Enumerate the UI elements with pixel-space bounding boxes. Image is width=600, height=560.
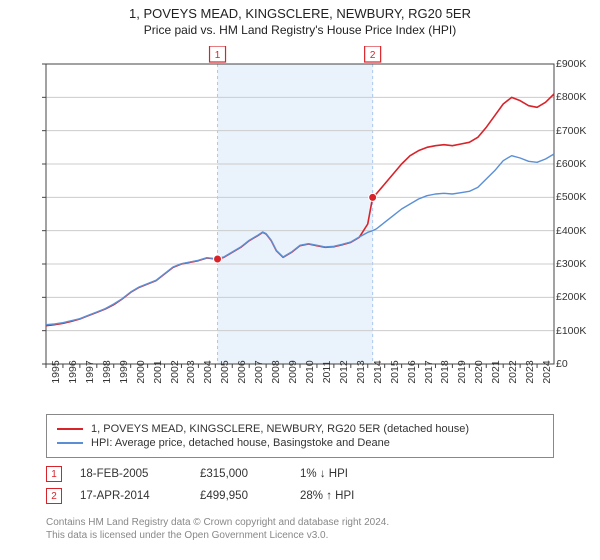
y-tick-label: £400K: [556, 225, 596, 237]
sale-marker-box: 1: [46, 466, 62, 482]
y-tick-label: £0: [556, 358, 596, 370]
sales-table: 1 18-FEB-2005£315,0001% ↓ HPI 2 17-APR-2014…: [46, 460, 554, 510]
footer-line1: Contains HM Land Registry data © Crown c…: [46, 516, 554, 529]
x-tick-label: 1997: [84, 360, 96, 383]
x-tick-label: 2019: [456, 360, 468, 383]
chart-area: 12 £0£100K£200K£300K£400K£500K£600K£700K…: [0, 46, 600, 406]
x-tick-label: 2002: [169, 360, 181, 383]
y-tick-label: £700K: [556, 125, 596, 137]
x-tick-label: 2015: [389, 360, 401, 383]
legend-item: HPI: Average price, detached house, Basi…: [57, 437, 543, 449]
x-tick-label: 2011: [321, 361, 333, 384]
x-tick-label: 2017: [423, 360, 435, 383]
legend-swatch: [57, 428, 83, 430]
x-tick-label: 2013: [355, 360, 367, 383]
x-tick-label: 1996: [67, 360, 79, 383]
x-tick-label: 2001: [152, 360, 164, 383]
x-tick-label: 1999: [118, 360, 130, 383]
x-tick-label: 2006: [236, 360, 248, 383]
x-tick-label: 2021: [490, 360, 502, 383]
chart-svg: 12: [0, 46, 600, 406]
x-tick-label: 2022: [507, 360, 519, 383]
chart-subtitle: Price paid vs. HM Land Registry's House …: [0, 23, 600, 37]
x-tick-label: 1998: [101, 360, 113, 383]
x-tick-label: 2024: [541, 360, 553, 383]
svg-text:1: 1: [215, 50, 221, 61]
sale-marker-box: 2: [46, 488, 62, 504]
x-tick-label: 1995: [50, 360, 62, 383]
sale-row: 2 17-APR-2014£499,95028% ↑ HPI: [46, 488, 554, 504]
sale-diff: 1% ↓ HPI: [300, 468, 420, 480]
sale-date: 17-APR-2014: [80, 490, 200, 502]
x-tick-label: 2012: [338, 360, 350, 383]
y-tick-label: £600K: [556, 158, 596, 170]
x-tick-label: 2014: [372, 360, 384, 383]
x-tick-label: 2005: [219, 360, 231, 383]
x-tick-label: 2010: [304, 360, 316, 383]
sale-price: £499,950: [200, 490, 300, 502]
legend-swatch: [57, 442, 83, 444]
x-tick-label: 2020: [473, 360, 485, 383]
footer-line2: This data is licensed under the Open Gov…: [46, 529, 554, 542]
sale-row: 1 18-FEB-2005£315,0001% ↓ HPI: [46, 466, 554, 482]
x-tick-label: 2023: [524, 360, 536, 383]
x-tick-label: 2018: [439, 360, 451, 383]
y-tick-label: £100K: [556, 325, 596, 337]
y-tick-label: £500K: [556, 191, 596, 203]
x-tick-label: 2003: [185, 360, 197, 383]
y-tick-label: £200K: [556, 291, 596, 303]
x-tick-label: 2007: [253, 360, 265, 383]
x-tick-label: 2016: [406, 360, 418, 383]
legend-label: HPI: Average price, detached house, Basi…: [91, 437, 390, 449]
y-tick-label: £900K: [556, 58, 596, 70]
x-tick-label: 2009: [287, 360, 299, 383]
svg-text:2: 2: [370, 50, 376, 61]
sale-date: 18-FEB-2005: [80, 468, 200, 480]
sale-diff: 28% ↑ HPI: [300, 490, 420, 502]
sale-price: £315,000: [200, 468, 300, 480]
legend-item: 1, POVEYS MEAD, KINGSCLERE, NEWBURY, RG2…: [57, 423, 543, 435]
legend: 1, POVEYS MEAD, KINGSCLERE, NEWBURY, RG2…: [46, 414, 554, 458]
x-tick-label: 2004: [202, 360, 214, 383]
chart-title: 1, POVEYS MEAD, KINGSCLERE, NEWBURY, RG2…: [0, 6, 600, 21]
y-tick-label: £300K: [556, 258, 596, 270]
legend-label: 1, POVEYS MEAD, KINGSCLERE, NEWBURY, RG2…: [91, 423, 469, 435]
x-tick-label: 2008: [270, 360, 282, 383]
y-tick-label: £800K: [556, 91, 596, 103]
footer: Contains HM Land Registry data © Crown c…: [46, 516, 554, 542]
x-tick-label: 2000: [135, 360, 147, 383]
